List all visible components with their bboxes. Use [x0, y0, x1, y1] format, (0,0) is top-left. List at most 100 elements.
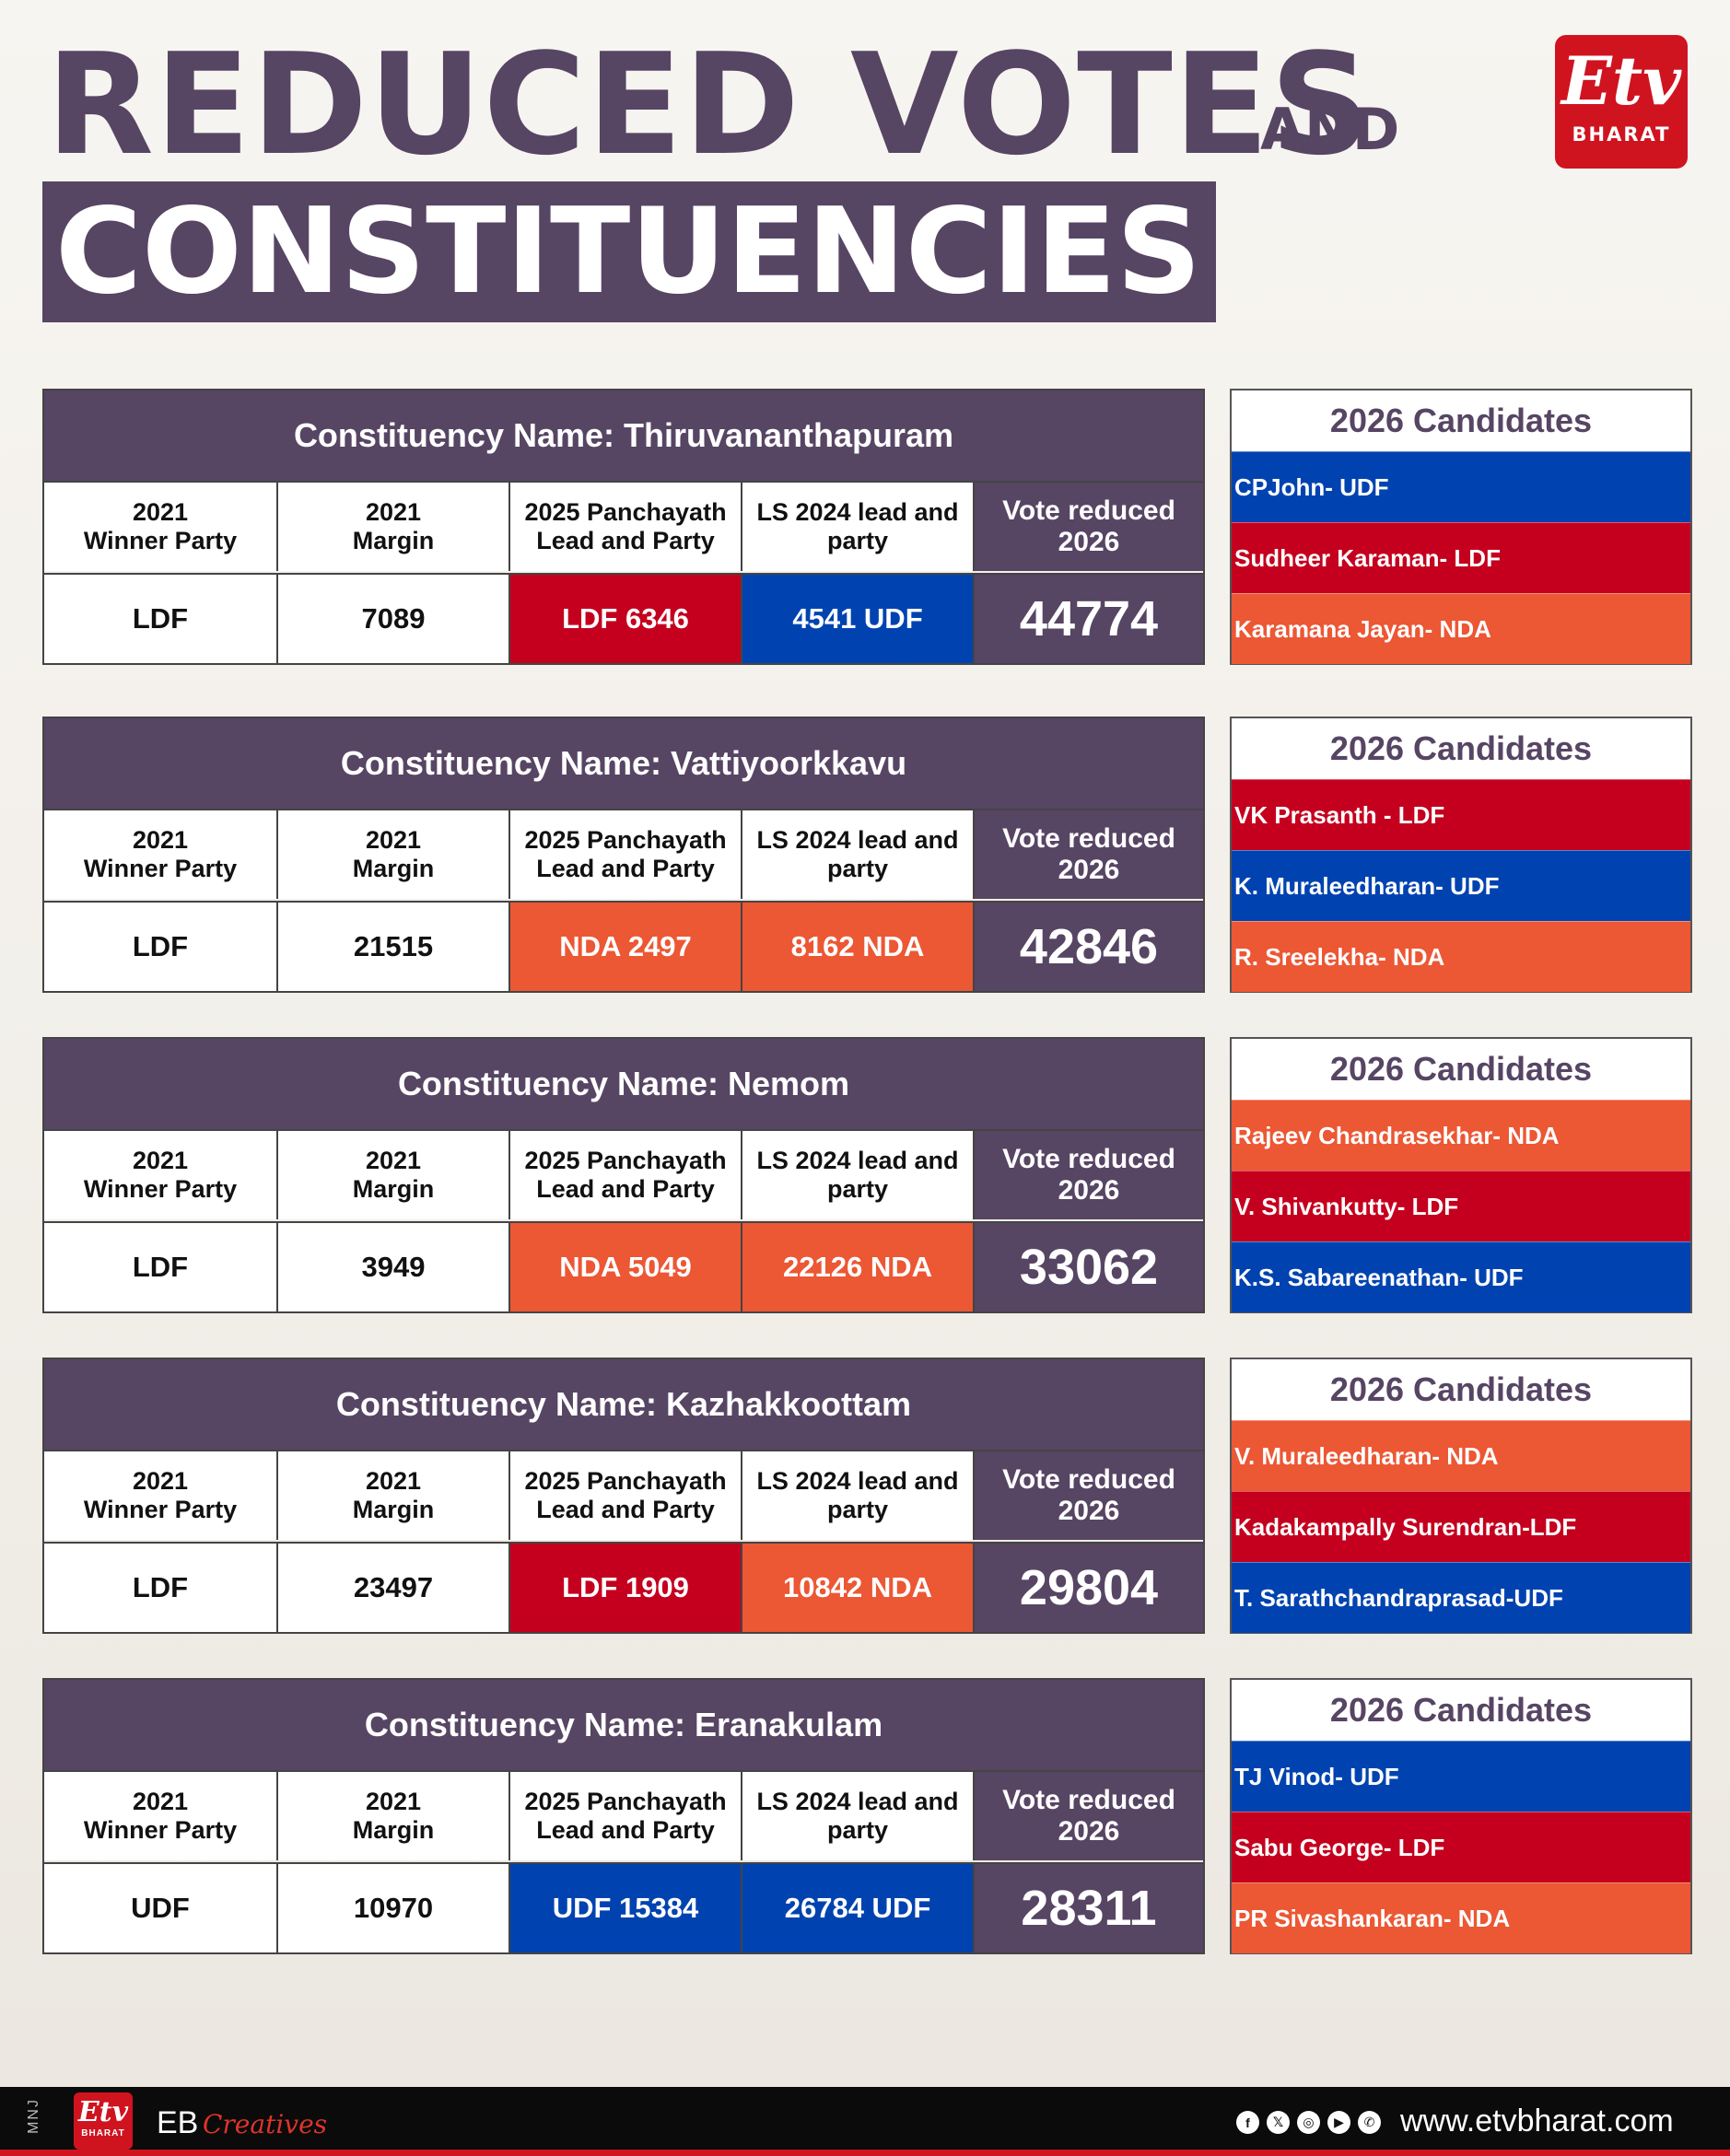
footer-logo-word: BHARAT — [81, 2128, 125, 2139]
candidates-header: 2026 Candidates — [1232, 1039, 1690, 1100]
header-vote-reduced: Vote reduced 2026 — [973, 809, 1203, 899]
ls-2024-value: 22126 NDA — [741, 1221, 973, 1311]
candidate-item: V. Muraleedharan- NDA — [1232, 1420, 1690, 1491]
candidate-item: CPJohn- UDF — [1232, 451, 1690, 522]
table-header-row: 2021 Winner Party 2021 Margin 2025 Panch… — [44, 1129, 1203, 1219]
header-panchayath: 2025 Panchayath Lead and Party — [508, 1770, 741, 1860]
panchayath-value: UDF 15384 — [508, 1862, 741, 1952]
footer: MNJ Etv BHARAT EB Creatives f 𝕏 ◎ ▶ ✆ ww… — [0, 2087, 1730, 2156]
candidates-panel: 2026 Candidates Rajeev Chandrasekhar- ND… — [1230, 1037, 1692, 1313]
candidate-item: Sudheer Karaman- LDF — [1232, 522, 1690, 593]
table-row: LDF 3949 NDA 5049 22126 NDA 33062 — [44, 1221, 1203, 1311]
header-winner-party: 2021 Winner Party — [44, 809, 276, 899]
margin-value: 21515 — [276, 901, 508, 991]
header-winner-party: 2021 Winner Party — [44, 1450, 276, 1540]
header-ls-2024: LS 2024 lead and party — [741, 1129, 973, 1219]
margin-value: 3949 — [276, 1221, 508, 1311]
logo-word: BHARAT — [1572, 123, 1671, 146]
candidate-item: TJ Vinod- UDF — [1232, 1741, 1690, 1812]
constituency-section: Constituency Name: Kazhakkoottam 2021 Wi… — [0, 1358, 1730, 1634]
constituency-table: Constituency Name: Eranakulam 2021 Winne… — [42, 1678, 1205, 1954]
header-vote-reduced: Vote reduced 2026 — [973, 1450, 1203, 1540]
winner-party-value: LDF — [44, 901, 276, 991]
candidates-header: 2026 Candidates — [1232, 1359, 1690, 1420]
margin-value: 23497 — [276, 1542, 508, 1632]
candidates-panel: 2026 Candidates CPJohn- UDF Sudheer Kara… — [1230, 389, 1692, 665]
table-row: LDF 23497 LDF 1909 10842 NDA 29804 — [44, 1542, 1203, 1632]
candidate-item: Sabu George- LDF — [1232, 1812, 1690, 1882]
header-ls-2024: LS 2024 lead and party — [741, 481, 973, 571]
header-margin: 2021 Margin — [276, 1129, 508, 1219]
candidate-item: Kadakampally Surendran-LDF — [1232, 1491, 1690, 1562]
header-panchayath: 2025 Panchayath Lead and Party — [508, 809, 741, 899]
candidate-item: T. Sarathchandraprasad-UDF — [1232, 1562, 1690, 1633]
facebook-icon[interactable]: f — [1236, 2111, 1259, 2134]
whatsapp-icon[interactable]: ✆ — [1358, 2111, 1381, 2134]
footer-red-bar — [0, 2150, 1730, 2156]
header-panchayath: 2025 Panchayath Lead and Party — [508, 1450, 741, 1540]
ls-2024-value: 4541 UDF — [741, 573, 973, 663]
constituency-table: Constituency Name: Kazhakkoottam 2021 Wi… — [42, 1358, 1205, 1634]
candidates-panel: 2026 Candidates TJ Vinod- UDF Sabu Georg… — [1230, 1678, 1692, 1954]
winner-party-value: LDF — [44, 1542, 276, 1632]
header-winner-party: 2021 Winner Party — [44, 1770, 276, 1860]
title-line-1: REDUCED VOTES — [46, 23, 1373, 186]
constituency-section: Constituency Name: Thiruvananthapuram 20… — [0, 389, 1730, 665]
constituency-section: Constituency Name: Eranakulam 2021 Winne… — [0, 1678, 1730, 1954]
candidates-header: 2026 Candidates — [1232, 1680, 1690, 1741]
vote-reduced-value: 29804 — [973, 1542, 1203, 1632]
ls-2024-value: 26784 UDF — [741, 1862, 973, 1952]
vote-reduced-value: 33062 — [973, 1221, 1203, 1311]
panchayath-value: NDA 2497 — [508, 901, 741, 991]
instagram-icon[interactable]: ◎ — [1297, 2111, 1320, 2134]
header-margin: 2021 Margin — [276, 481, 508, 571]
panchayath-value: LDF 1909 — [508, 1542, 741, 1632]
candidate-item: K. Muraleedharan- UDF — [1232, 850, 1690, 921]
table-header-row: 2021 Winner Party 2021 Margin 2025 Panch… — [44, 481, 1203, 571]
table-header-row: 2021 Winner Party 2021 Margin 2025 Panch… — [44, 809, 1203, 899]
constituency-table: Constituency Name: Nemom 2021 Winner Par… — [42, 1037, 1205, 1313]
winner-party-value: LDF — [44, 573, 276, 663]
panchayath-value: LDF 6346 — [508, 573, 741, 663]
ls-2024-value: 10842 NDA — [741, 1542, 973, 1632]
margin-value: 10970 — [276, 1862, 508, 1952]
winner-party-value: LDF — [44, 1221, 276, 1311]
candidate-item: PR Sivashankaran- NDA — [1232, 1882, 1690, 1953]
header-vote-reduced: Vote reduced 2026 — [973, 1770, 1203, 1860]
panchayath-value: NDA 5049 — [508, 1221, 741, 1311]
candidates-header: 2026 Candidates — [1232, 718, 1690, 779]
candidate-item: Rajeev Chandrasekhar- NDA — [1232, 1100, 1690, 1171]
eb-label: EB — [157, 2105, 199, 2140]
youtube-icon[interactable]: ▶ — [1327, 2111, 1350, 2134]
constituency-table: Constituency Name: Vattiyoorkkavu 2021 W… — [42, 717, 1205, 993]
title-line-2-background — [42, 181, 1216, 322]
header-ls-2024: LS 2024 lead and party — [741, 809, 973, 899]
etv-bharat-logo: Etv BHARAT — [1555, 35, 1688, 169]
footer-logo: Etv BHARAT — [74, 2092, 133, 2150]
social-icons: f 𝕏 ◎ ▶ ✆ — [1236, 2111, 1381, 2134]
header-vote-reduced: Vote reduced 2026 — [973, 481, 1203, 571]
header-margin: 2021 Margin — [276, 1770, 508, 1860]
candidates-panel: 2026 Candidates VK Prasanth - LDF K. Mur… — [1230, 717, 1692, 993]
candidate-item: K.S. Sabareenathan- UDF — [1232, 1241, 1690, 1312]
table-row: UDF 10970 UDF 15384 26784 UDF 28311 — [44, 1862, 1203, 1952]
designer-credit: MNJ — [26, 2098, 41, 2134]
constituency-name: Constituency Name: Nemom — [44, 1039, 1203, 1129]
header-winner-party: 2021 Winner Party — [44, 1129, 276, 1219]
header-panchayath: 2025 Panchayath Lead and Party — [508, 481, 741, 571]
creatives-label: Creatives — [203, 2109, 328, 2139]
header-ls-2024: LS 2024 lead and party — [741, 1770, 973, 1860]
candidate-item: R. Sreelekha- NDA — [1232, 921, 1690, 992]
header-margin: 2021 Margin — [276, 1450, 508, 1540]
constituency-name: Constituency Name: Kazhakkoottam — [44, 1359, 1203, 1450]
table-row: LDF 21515 NDA 2497 8162 NDA 42846 — [44, 901, 1203, 991]
ls-2024-value: 8162 NDA — [741, 901, 973, 991]
winner-party-value: UDF — [44, 1862, 276, 1952]
candidate-item: V. Shivankutty- LDF — [1232, 1171, 1690, 1241]
vote-reduced-value: 42846 — [973, 901, 1203, 991]
constituency-name: Constituency Name: Eranakulam — [44, 1680, 1203, 1770]
vote-reduced-value: 44774 — [973, 573, 1203, 663]
x-icon[interactable]: 𝕏 — [1267, 2111, 1290, 2134]
candidates-header: 2026 Candidates — [1232, 390, 1690, 451]
website-link[interactable]: www.etvbharat.com — [1400, 2104, 1674, 2139]
